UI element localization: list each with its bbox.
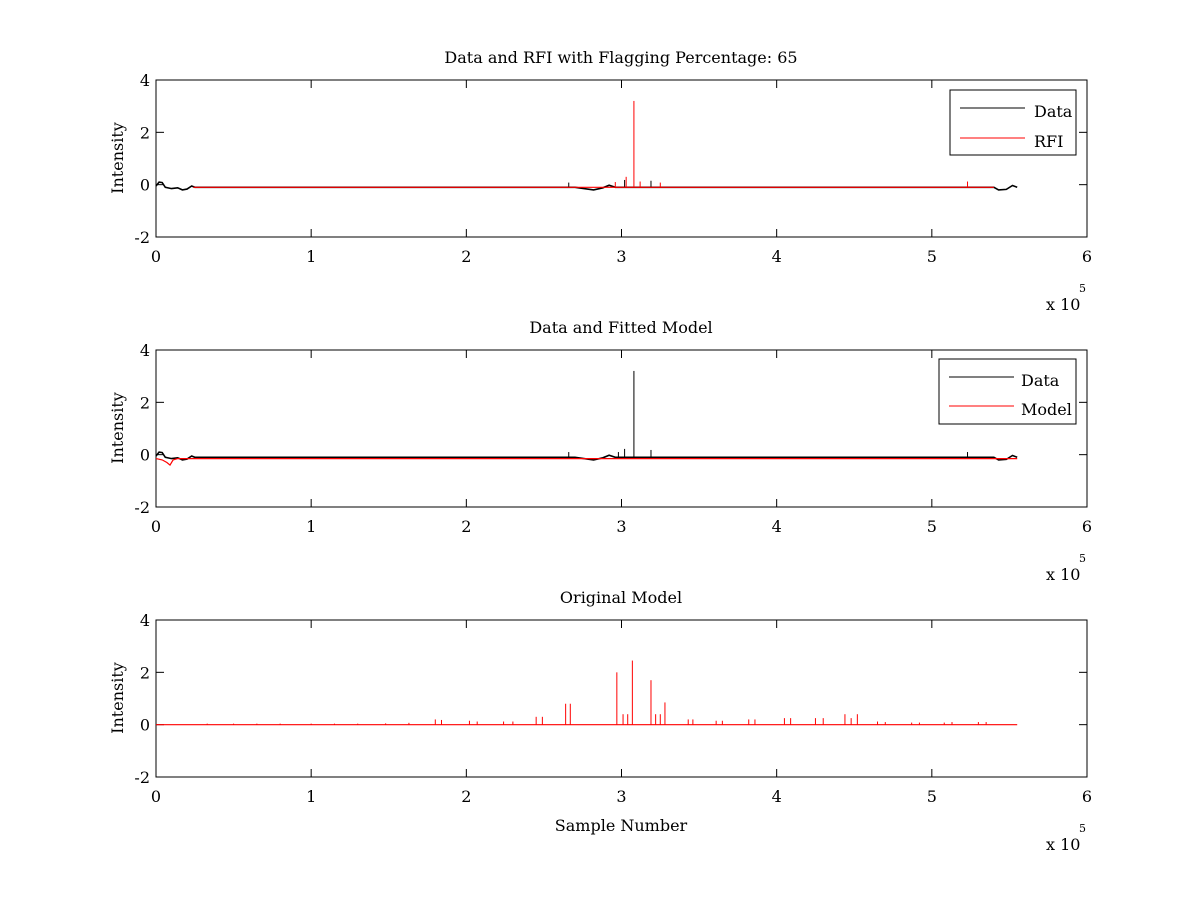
x-tick-label: 1 [306,517,316,536]
x-tick-label: 5 [927,517,937,536]
y-tick-label: 4 [140,71,150,90]
x-tick-label: 6 [1082,787,1092,806]
y-tick-label: 2 [140,393,150,412]
x-axis-multiplier-exponent: 5 [1079,822,1086,835]
y-tick-label: -2 [134,228,150,247]
subplot-title: Data and Fitted Model [529,318,712,337]
x-tick-label: 6 [1082,247,1092,266]
y-tick-label: 0 [140,176,150,195]
axes-frame [155,349,1088,508]
y-tick-label: 4 [140,611,150,630]
x-tick-label: 2 [461,247,471,266]
x-tick-label: 6 [1082,517,1092,536]
x-tick-label: 5 [927,247,937,266]
legend: Data Model [938,358,1077,425]
y-tick-label: 2 [140,663,150,682]
series-model-line [155,458,1018,467]
y-tick-label: -2 [134,768,150,787]
y-axis-label: Intensity [108,392,127,464]
x-tick-label: 4 [772,787,782,806]
y-axis-label: Intensity [108,662,127,734]
x-axis-multiplier: x 10 [1046,565,1080,584]
x-axis-multiplier: x 10 [1046,295,1080,314]
axes-frame [155,79,1088,238]
legend-entry-data: Data [1034,102,1073,121]
subplot-fitted-model: Data and Fitted Model Intensity 0 1 2 3 4 5 6 -… [108,318,1092,584]
x-tick-label: 1 [306,247,316,266]
axes-frame [155,619,1088,778]
x-tick-label: 4 [772,517,782,536]
x-axis-multiplier-exponent: 5 [1079,552,1086,565]
x-tick-label: 3 [616,787,626,806]
subplot-title: Original Model [560,588,682,607]
x-tick-label: 2 [461,787,471,806]
x-tick-label: 3 [616,517,626,536]
x-tick-label: 0 [151,247,161,266]
subplot-rfi: Data and RFI with Flagging Percentage: 6… [108,48,1092,314]
x-tick-label: 5 [927,787,937,806]
legend-entry-data: Data [1021,371,1060,390]
legend-entry-model: Model [1021,400,1072,419]
x-tick-label: 1 [306,787,316,806]
x-tick-label: 4 [772,247,782,266]
y-tick-label: 4 [140,341,150,360]
y-axis-label: Intensity [108,122,127,194]
x-axis-multiplier: x 10 [1046,835,1080,854]
x-tick-label: 2 [461,517,471,536]
subplot-title: Data and RFI with Flagging Percentage: 6… [444,48,797,67]
legend-box [949,89,1077,156]
x-axis-label: Sample Number [555,816,688,835]
legend-entry-rfi: RFI [1034,132,1063,151]
legend: Data RFI [949,89,1077,156]
y-tick-label: -2 [134,498,150,517]
y-tick-label: 2 [140,123,150,142]
legend-box [938,358,1077,425]
y-tick-label: 0 [140,716,150,735]
x-tick-label: 0 [151,787,161,806]
x-axis-multiplier-exponent: 5 [1079,282,1086,295]
x-tick-label: 0 [151,517,161,536]
y-tick-label: 0 [140,446,150,465]
x-tick-label: 3 [616,247,626,266]
